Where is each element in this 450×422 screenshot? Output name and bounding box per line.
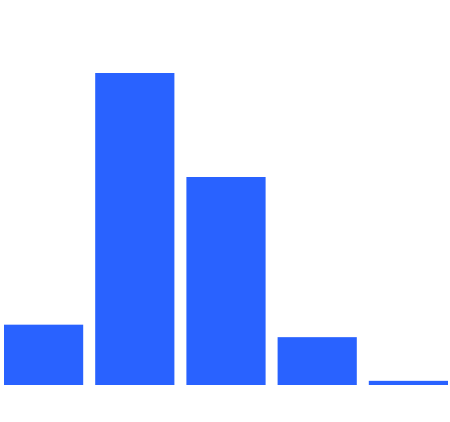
bar-4 (277, 337, 357, 385)
bar-1 (4, 324, 84, 385)
bar-5 (368, 380, 448, 385)
bar-3 (186, 177, 266, 385)
bars-group (4, 73, 448, 385)
bar-2 (95, 73, 175, 385)
